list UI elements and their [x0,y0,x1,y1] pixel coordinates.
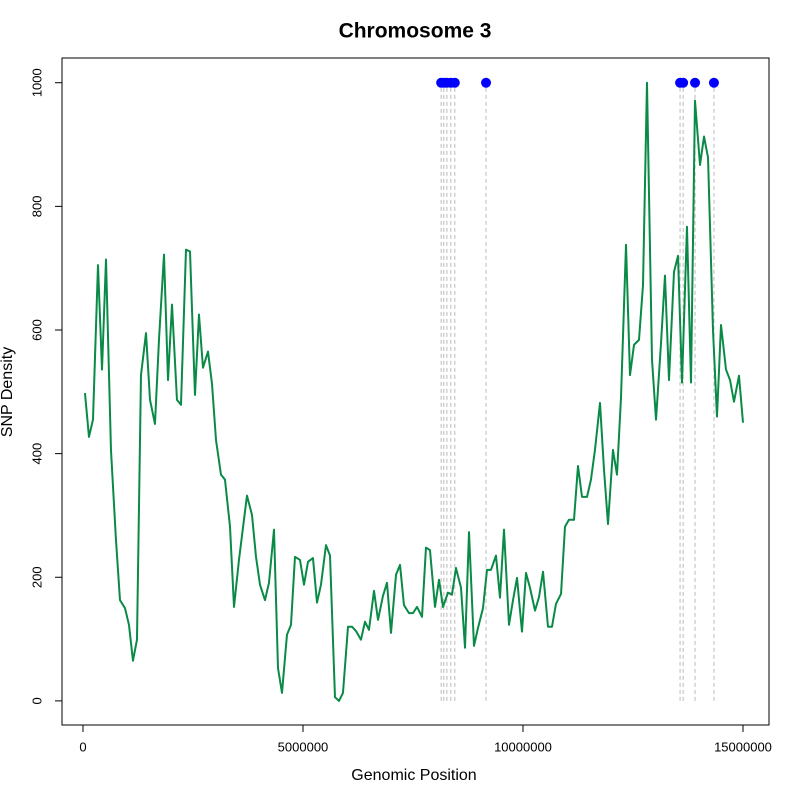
y-tick-label: 400 [29,443,44,465]
highlight-point [708,77,719,88]
x-tick-label: 15000000 [714,739,772,754]
highlight-point [449,77,460,88]
y-axis-label: SNP Density [0,347,16,437]
x-tick-label: 10000000 [494,739,552,754]
chart-title: Chromosome 3 [339,20,492,43]
y-tick-label: 200 [29,566,44,588]
highlight-point [481,77,492,88]
highlight-point [678,77,689,88]
plot-frame [61,57,770,726]
x-tick-label: 5000000 [278,739,329,754]
y-tick-label: 600 [29,319,44,341]
y-tick-label: 800 [29,196,44,218]
density-line [83,81,744,702]
x-axis-label: Genomic Position [351,767,476,784]
y-tick-label: 1000 [29,68,44,97]
y-tick-label: 0 [29,697,44,704]
highlight-point [690,77,701,88]
x-tick-label: 0 [79,739,86,754]
